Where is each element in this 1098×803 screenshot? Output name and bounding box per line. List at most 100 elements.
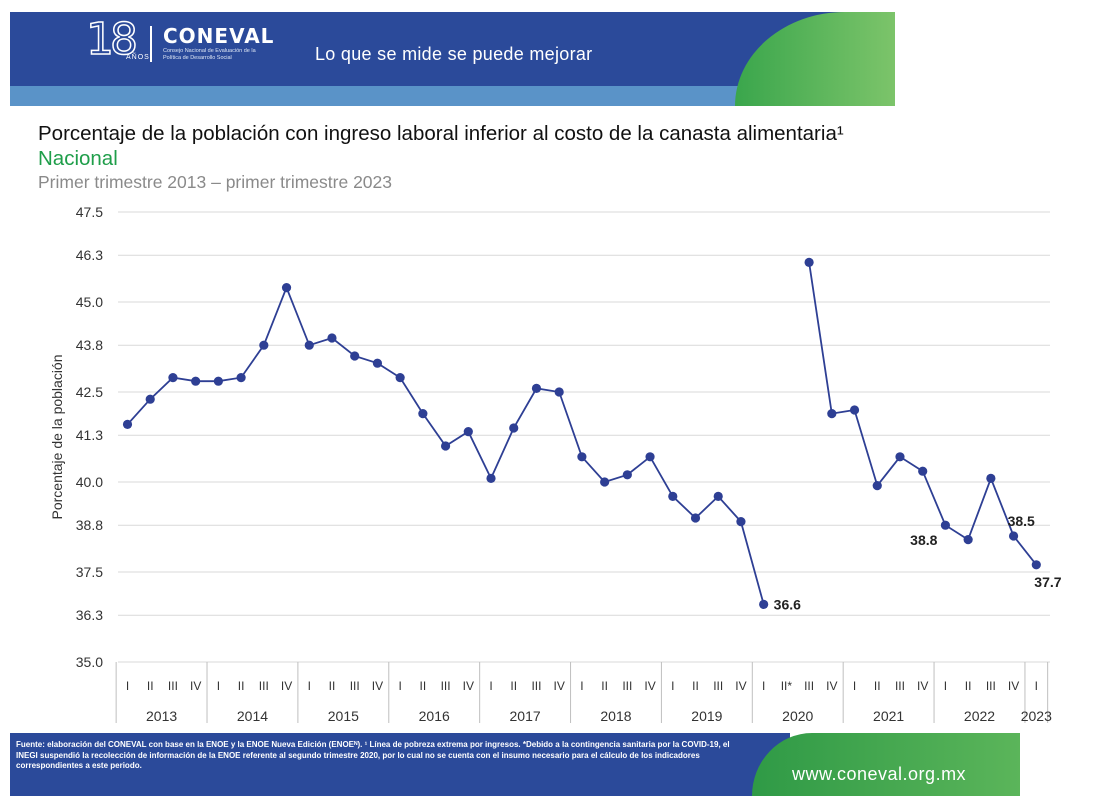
year-tick-label: 2013 [146, 708, 177, 724]
quarter-tick-label: I [126, 679, 129, 693]
coneval-logo: CONEVAL [163, 24, 275, 48]
year-tick-label: 2016 [419, 708, 450, 724]
data-point [350, 351, 360, 361]
data-point [963, 535, 973, 545]
quarter-tick-label: III [350, 679, 360, 693]
quarter-tick-label: III [259, 679, 269, 693]
quarter-tick-label: IV [554, 679, 565, 693]
data-point [122, 419, 133, 429]
quarter-tick-label: I [308, 679, 311, 693]
source-note: Fuente: elaboración del CONEVAL con base… [16, 740, 730, 770]
data-point [213, 376, 223, 386]
data-point [304, 340, 314, 350]
quarter-tick-label: II [965, 679, 972, 693]
data-point [986, 473, 996, 483]
year-tick-label: 2023 [1021, 708, 1052, 724]
quarter-tick-label: III [804, 679, 814, 693]
quarter-tick-label: II [147, 679, 154, 693]
coneval-logo-subtitle: Consejo Nacional de Evaluación de la Pol… [163, 48, 256, 61]
chart-region: Nacional [38, 147, 118, 170]
data-point [191, 376, 201, 386]
y-tick-label: 43.8 [76, 337, 103, 353]
quarter-tick-label: I [853, 679, 856, 693]
quarter-tick-label: I [580, 679, 583, 693]
header-light-band-front [10, 86, 710, 106]
data-point [645, 452, 655, 462]
quarter-tick-label: III [168, 679, 178, 693]
data-point [895, 452, 905, 462]
data-point [849, 405, 860, 415]
header: 18 AÑOS CONEVAL Consejo Nacional de Eval… [10, 12, 1020, 106]
data-label: 37.7 [1034, 574, 1061, 590]
data-point [509, 423, 519, 433]
year-tick-label: 2020 [782, 708, 813, 724]
data-point [440, 441, 451, 451]
quarter-tick-label: I [398, 679, 401, 693]
quarter-tick-label: III [713, 679, 723, 693]
data-point [577, 452, 587, 462]
quarter-tick-label: II [510, 679, 517, 693]
year-tick-label: 2021 [873, 708, 904, 724]
quarter-tick-label: I [944, 679, 947, 693]
quarter-tick-label: IV [735, 679, 746, 693]
quarter-tick-label: IV [826, 679, 837, 693]
y-tick-label: 35.0 [76, 654, 103, 670]
year-tick-label: 2014 [237, 708, 268, 724]
y-axis-label: Porcentaje de la población [49, 354, 65, 519]
data-point [372, 358, 383, 368]
anniversary-logo: 18 [85, 14, 139, 65]
data-point [281, 283, 292, 293]
year-tick-label: 2017 [510, 708, 541, 724]
website-link[interactable]: www.coneval.org.mx [792, 764, 967, 784]
year-tick-label: 2022 [964, 708, 995, 724]
y-tick-label: 37.5 [76, 564, 103, 580]
year-tick-label: 2019 [691, 708, 722, 724]
quarter-tick-label: III [441, 679, 451, 693]
y-tick-label: 47.5 [76, 204, 103, 220]
logo-divider [150, 26, 152, 62]
quarter-tick-label: I [1035, 679, 1038, 693]
data-point [418, 409, 428, 419]
quarter-tick-label: II [238, 679, 245, 693]
data-point [759, 599, 769, 610]
quarter-tick-label: IV [281, 679, 292, 693]
data-label: 36.6 [774, 596, 801, 612]
data-label: 38.8 [910, 532, 937, 548]
quarter-tick-label: III [986, 679, 996, 693]
year-tick-label: 2015 [328, 708, 359, 724]
y-tick-label: 36.3 [76, 607, 103, 623]
quarter-tick-label: I [489, 679, 492, 693]
quarter-tick-label: IV [1008, 679, 1019, 693]
y-tick-label: 42.5 [76, 384, 103, 400]
data-point [327, 333, 337, 343]
quarter-tick-label: IV [372, 679, 383, 693]
y-tick-label: 38.8 [76, 517, 103, 533]
quarter-tick-label: I [671, 679, 674, 693]
data-point [145, 394, 155, 404]
quarter-tick-label: I [217, 679, 220, 693]
data-point [1008, 531, 1019, 541]
chart-title: Porcentaje de la población con ingreso l… [38, 122, 844, 145]
quarter-tick-label: II* [781, 679, 793, 693]
quarter-tick-label: II [874, 679, 881, 693]
data-point [486, 473, 496, 483]
quarter-tick-label: II [420, 679, 427, 693]
tagline: Lo que se mide se puede mejorar [315, 44, 593, 64]
data-point [554, 387, 564, 397]
data-point [713, 491, 723, 501]
footer-band [10, 733, 790, 796]
quarter-tick-label: IV [917, 679, 928, 693]
quarter-tick-label: IV [463, 679, 474, 693]
data-point [736, 517, 746, 527]
data-point [600, 477, 610, 487]
data-point [872, 481, 882, 491]
anniversary-years: AÑOS [126, 54, 150, 61]
data-point [690, 513, 701, 523]
quarter-tick-label: IV [644, 679, 655, 693]
data-point [918, 466, 928, 476]
footer-green-shape [752, 733, 1020, 796]
data-label: 38.5 [1008, 513, 1035, 529]
quarter-tick-label: III [622, 679, 632, 693]
data-point [395, 373, 405, 383]
